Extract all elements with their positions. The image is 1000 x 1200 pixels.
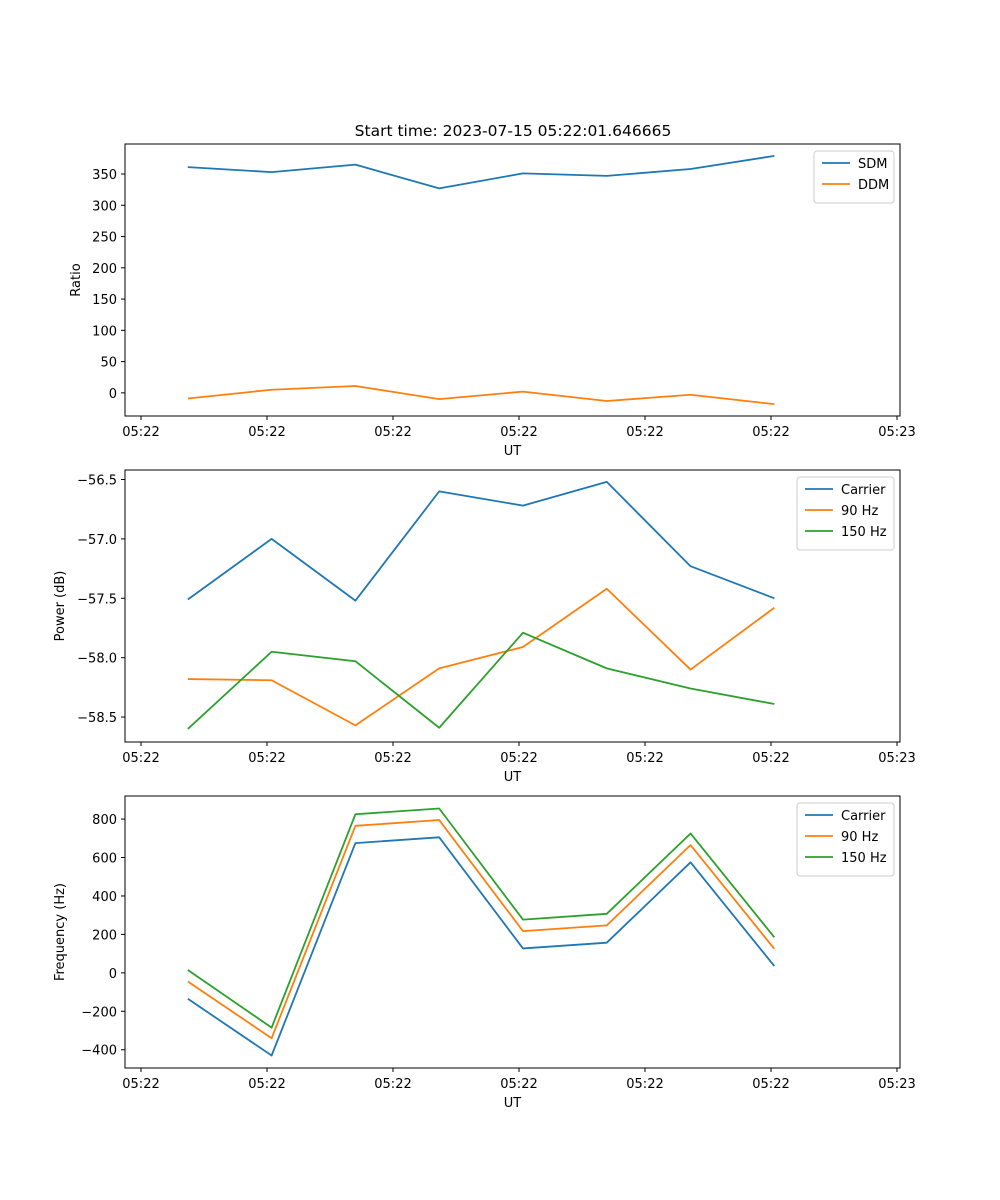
ratio-legend-label-sdm: SDM [858,157,887,172]
power-legend-label-carrier: Carrier [841,483,886,498]
frequency-x-tick-label: 05:22 [122,1077,159,1092]
power-subplot: 05:22 05:22 05:22 05:22 05:22 05:22 05:23 −58.5… [53,469,916,785]
frequency-y-tick-label: 200 [92,928,117,943]
ratio-y-axis-label: Ratio [69,263,84,296]
power-y-axis-label: Power (dB) [53,571,68,642]
ratio-legend-label-ddm: DDM [858,178,889,193]
ratio-y-tick-label: 100 [92,324,117,339]
frequency-legend: Carrier 90 Hz 150 Hz [796,802,895,877]
frequency-series-carrier-line [187,836,776,1057]
ratio-subplot: 05:22 05:22 05:22 05:22 05:22 05:22 05:23 0 50 10… [69,143,916,459]
frequency-x-tick-label: 05:22 [626,1077,663,1092]
ratio-y-tick-label: 200 [92,262,117,277]
power-x-tick-label: 05:22 [374,751,411,766]
ratio-y-tick-label: 150 [92,293,117,308]
figure-title: Start time: 2023-07-15 05:22:01.646665 [355,122,672,140]
frequency-legend-label-carrier: Carrier [841,809,886,824]
ratio-y-tick-label: 0 [109,387,117,402]
ratio-x-tick-label: 05:22 [500,425,537,440]
power-series-carrier-line [187,480,775,602]
power-y-tick-label: −57.5 [77,592,117,607]
power-axes-frame [124,469,901,743]
power-x-tick-label: 05:22 [248,751,285,766]
power-y-tick-label: −56.5 [77,474,117,489]
power-y-tick-label: −58.5 [77,711,117,726]
power-x-tick-label: 05:22 [500,751,537,766]
ratio-x-tick-label: 05:22 [626,425,663,440]
power-x-axis-label: UT [504,770,522,785]
ratio-x-axis-label: UT [504,444,522,459]
power-x-tick-label: 05:22 [626,751,663,766]
frequency-series-150-hz-line [187,807,776,1029]
frequency-x-tick-label: 05:22 [500,1077,537,1092]
frequency-y-tick-label: 400 [92,890,117,905]
ratio-y-tick-label: 50 [100,356,117,371]
frequency-y-tick-label: 800 [92,813,117,828]
ratio-y-tick-label: 300 [92,199,117,214]
ratio-x-tick-label: 05:22 [122,425,159,440]
frequency-y-tick-label: −400 [81,1044,117,1059]
ratio-legend-box [813,150,895,204]
frequency-y-tick-label: 0 [109,967,117,982]
ratio-x-tick-label: 05:22 [374,425,411,440]
frequency-x-tick-label: 05:22 [374,1077,411,1092]
frequency-y-tick-label: 600 [92,852,117,867]
power-legend: Carrier 90 Hz 150 Hz [796,476,895,551]
ratio-x-tick-label: 05:22 [248,425,285,440]
ratio-x-tick-label: 05:23 [878,425,915,440]
power-y-tick-label: −57.0 [77,533,117,548]
frequency-y-axis-label: Frequency (Hz) [53,883,68,981]
frequency-x-tick-label: 05:22 [752,1077,789,1092]
power-x-tick-label: 05:22 [122,751,159,766]
power-legend-label-150-hz: 150 Hz [841,525,887,540]
power-legend-label-90-hz: 90 Hz [841,504,878,519]
ratio-y-tick-label: 250 [92,231,117,246]
power-y-tick-label: −58.0 [77,652,117,667]
frequency-axes-frame [124,795,901,1069]
ratio-x-tick-label: 05:22 [752,425,789,440]
ratio-axes-frame [124,143,901,417]
frequency-x-tick-label: 05:22 [248,1077,285,1092]
frequency-x-tick-label: 05:23 [878,1077,915,1092]
power-x-tick-label: 05:22 [752,751,789,766]
frequency-legend-label-150-hz: 150 Hz [841,851,887,866]
frequency-x-axis-label: UT [504,1096,522,1111]
ratio-legend: SDM DDM [813,150,895,204]
frequency-legend-label-90-hz: 90 Hz [841,830,878,845]
power-x-tick-label: 05:23 [878,751,915,766]
frequency-series-90-hz-line [187,819,776,1040]
frequency-subplot: 05:22 05:22 05:22 05:22 05:22 05:22 05:23 −400 −… [53,795,916,1111]
frequency-y-tick-label: −200 [81,1005,117,1020]
ratio-series-sdm-line [187,154,775,190]
power-series-90-hz-line [187,587,775,727]
power-series-150-hz-line [187,631,775,730]
ratio-series-ddm-line [187,385,775,406]
ratio-y-tick-label: 350 [92,168,117,183]
